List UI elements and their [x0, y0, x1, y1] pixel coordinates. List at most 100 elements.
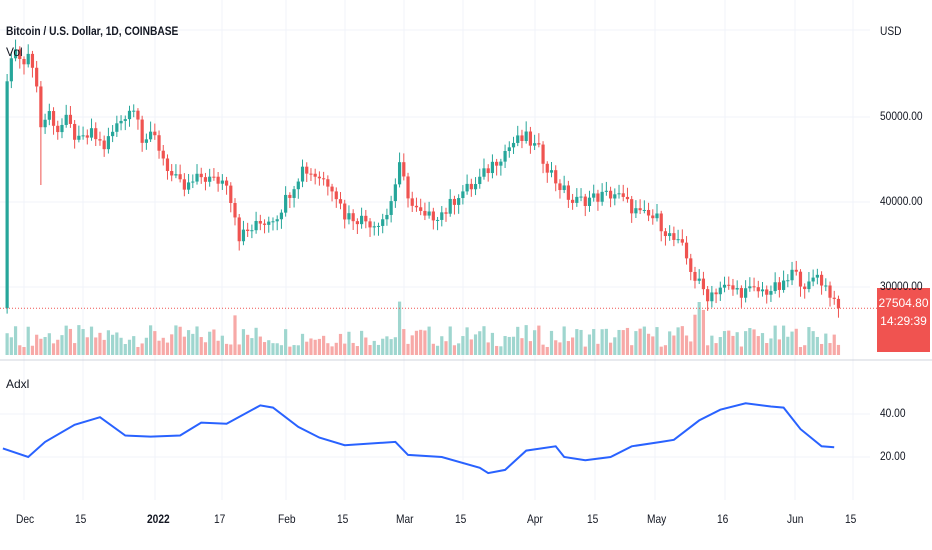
candle-body: [106, 136, 110, 150]
volume-bar: [81, 329, 85, 355]
candle-body: [815, 274, 819, 278]
volume-bar: [701, 309, 706, 355]
volume-bar: [182, 336, 186, 355]
volume-bar: [364, 337, 368, 355]
volume-bar: [288, 346, 292, 355]
volume-bar: [347, 331, 351, 355]
candle-body: [271, 221, 275, 223]
candle-body: [364, 215, 368, 222]
volume-bar: [262, 342, 267, 355]
volume-bar: [773, 325, 777, 355]
candle-body: [689, 258, 693, 272]
time-tick-label: 15: [455, 512, 467, 526]
volume-bar: [56, 339, 60, 355]
volume-bar: [579, 329, 583, 355]
volume-bar: [355, 346, 359, 355]
candle-body: [811, 277, 815, 282]
volume-bar: [393, 337, 397, 355]
candle-body: [305, 166, 309, 174]
volume-bar: [334, 342, 338, 355]
volume-bar: [326, 343, 330, 355]
volume-bar: [410, 335, 414, 355]
time-tick-label: Mar: [396, 512, 414, 526]
volume-bar: [35, 334, 39, 355]
candle-body: [697, 278, 701, 281]
volume-bar: [642, 326, 646, 355]
candle-body: [13, 49, 18, 59]
volume-bar: [693, 314, 697, 355]
candle-body: [646, 209, 651, 216]
candle-body: [246, 229, 250, 232]
candle-body: [739, 288, 743, 298]
candle-body: [376, 225, 381, 227]
volume-bar: [237, 344, 241, 355]
candle-body: [503, 151, 507, 162]
volume-bar: [668, 331, 672, 355]
volume-bar: [684, 335, 689, 355]
volume-bar: [186, 330, 191, 355]
candle-body: [571, 199, 575, 203]
candle-body: [191, 181, 195, 183]
volume-bar: [157, 340, 161, 355]
candle-body: [153, 131, 157, 136]
volume-bar: [140, 343, 144, 355]
volume-bar: [520, 338, 524, 355]
candle-body: [672, 233, 676, 240]
volume-bar: [533, 330, 537, 355]
candle-body: [545, 163, 549, 173]
volume-bar: [832, 334, 836, 355]
volume-bar: [178, 326, 182, 355]
volume-bar: [224, 343, 229, 355]
candle-body: [170, 171, 174, 176]
candle-body: [516, 135, 520, 143]
candle-body: [186, 182, 191, 190]
candle-body: [351, 213, 355, 222]
volume-bar: [30, 345, 35, 355]
candle-body: [596, 193, 600, 202]
candle-body: [533, 143, 537, 146]
candle-body: [575, 196, 579, 203]
volume-bar: [317, 338, 321, 355]
candle-body: [769, 291, 773, 295]
volume-bar: [431, 343, 435, 355]
candle-body: [782, 280, 786, 290]
candle-body: [149, 131, 153, 140]
volume-bar: [170, 334, 174, 355]
volume-bar: [554, 340, 558, 355]
candle-body: [482, 168, 486, 177]
candle-body: [326, 179, 330, 187]
candle-body: [630, 199, 634, 214]
candle-body: [621, 193, 625, 197]
candle-body: [161, 150, 165, 159]
volume-bar: [486, 342, 490, 355]
candle-body: [486, 168, 490, 174]
volume-bar: [663, 345, 668, 355]
volume-bar: [482, 326, 486, 355]
candle-body: [250, 230, 254, 232]
volume-bar: [634, 331, 638, 355]
volume-bar: [583, 346, 587, 355]
candle-body: [182, 179, 186, 190]
volume-bar: [106, 330, 110, 355]
volume-bar: [739, 346, 743, 355]
candle-body: [807, 281, 811, 290]
volume-bar: [300, 333, 305, 355]
candle-body: [490, 161, 495, 174]
volume-bar: [617, 329, 621, 355]
candle-body: [419, 207, 423, 211]
candle-body: [73, 123, 77, 140]
volume-bar: [136, 346, 140, 355]
candle-body: [579, 196, 583, 198]
volume-bar: [18, 345, 22, 355]
volume-bar: [381, 338, 385, 355]
volume-bar: [807, 327, 811, 355]
time-tick-label: 2022: [147, 512, 170, 526]
candle-body: [803, 286, 807, 290]
volume-bar: [435, 345, 440, 355]
volume-bar: [165, 342, 170, 355]
volume-bar: [545, 346, 549, 355]
candle-body: [275, 219, 279, 222]
candle-body: [119, 120, 123, 124]
